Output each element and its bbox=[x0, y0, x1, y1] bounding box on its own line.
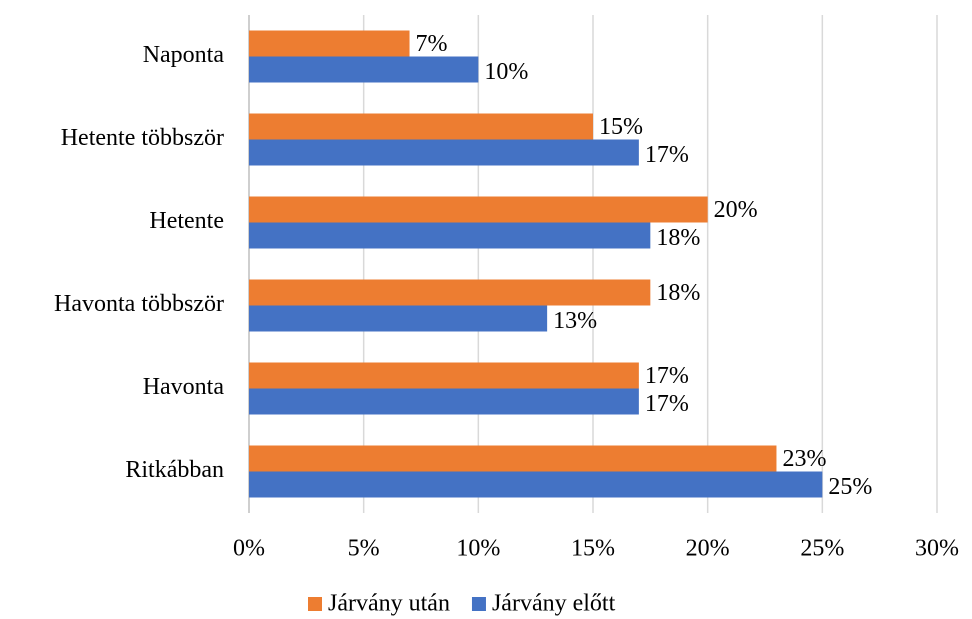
bar bbox=[249, 445, 777, 472]
bar bbox=[249, 196, 708, 223]
y-tick-label: Ritkábban bbox=[125, 457, 224, 483]
bar bbox=[249, 113, 593, 140]
value-label: 15% bbox=[599, 114, 643, 140]
value-label: 10% bbox=[484, 59, 528, 85]
bar bbox=[249, 139, 639, 166]
bar bbox=[249, 305, 548, 332]
value-label: 13% bbox=[553, 308, 597, 334]
value-label: 25% bbox=[828, 474, 872, 500]
x-tick-label: 0% bbox=[233, 536, 265, 562]
bar bbox=[249, 56, 479, 83]
legend-label: Járvány után bbox=[328, 591, 450, 617]
x-tick-label: 15% bbox=[571, 536, 615, 562]
value-label: 18% bbox=[656, 225, 700, 251]
bar bbox=[249, 279, 651, 306]
value-label: 17% bbox=[645, 363, 689, 389]
value-label: 18% bbox=[656, 280, 700, 306]
legend-label: Járvány előtt bbox=[492, 591, 616, 617]
bar bbox=[249, 362, 639, 389]
value-label: 17% bbox=[645, 391, 689, 417]
bar bbox=[249, 388, 639, 415]
legend-swatch bbox=[308, 597, 322, 611]
value-label: 23% bbox=[782, 446, 826, 472]
y-tick-label: Naponta bbox=[143, 42, 225, 68]
value-label: 20% bbox=[714, 197, 758, 223]
legend-swatch bbox=[471, 597, 486, 611]
y-tick-label: Havonta többször bbox=[54, 291, 224, 317]
value-label: 17% bbox=[645, 142, 689, 168]
x-tick-label: 30% bbox=[915, 536, 959, 562]
value-label: 7% bbox=[416, 31, 448, 57]
bar bbox=[249, 30, 410, 57]
bar bbox=[249, 471, 823, 498]
bar bbox=[249, 222, 651, 249]
y-tick-label: Hetente bbox=[149, 208, 224, 234]
x-tick-label: 20% bbox=[686, 536, 730, 562]
x-tick-label: 10% bbox=[456, 536, 500, 562]
x-tick-label: 5% bbox=[348, 536, 380, 562]
x-tick-label: 25% bbox=[800, 536, 844, 562]
y-tick-label: Hetente többször bbox=[61, 125, 224, 151]
y-tick-label: Havonta bbox=[143, 374, 225, 400]
